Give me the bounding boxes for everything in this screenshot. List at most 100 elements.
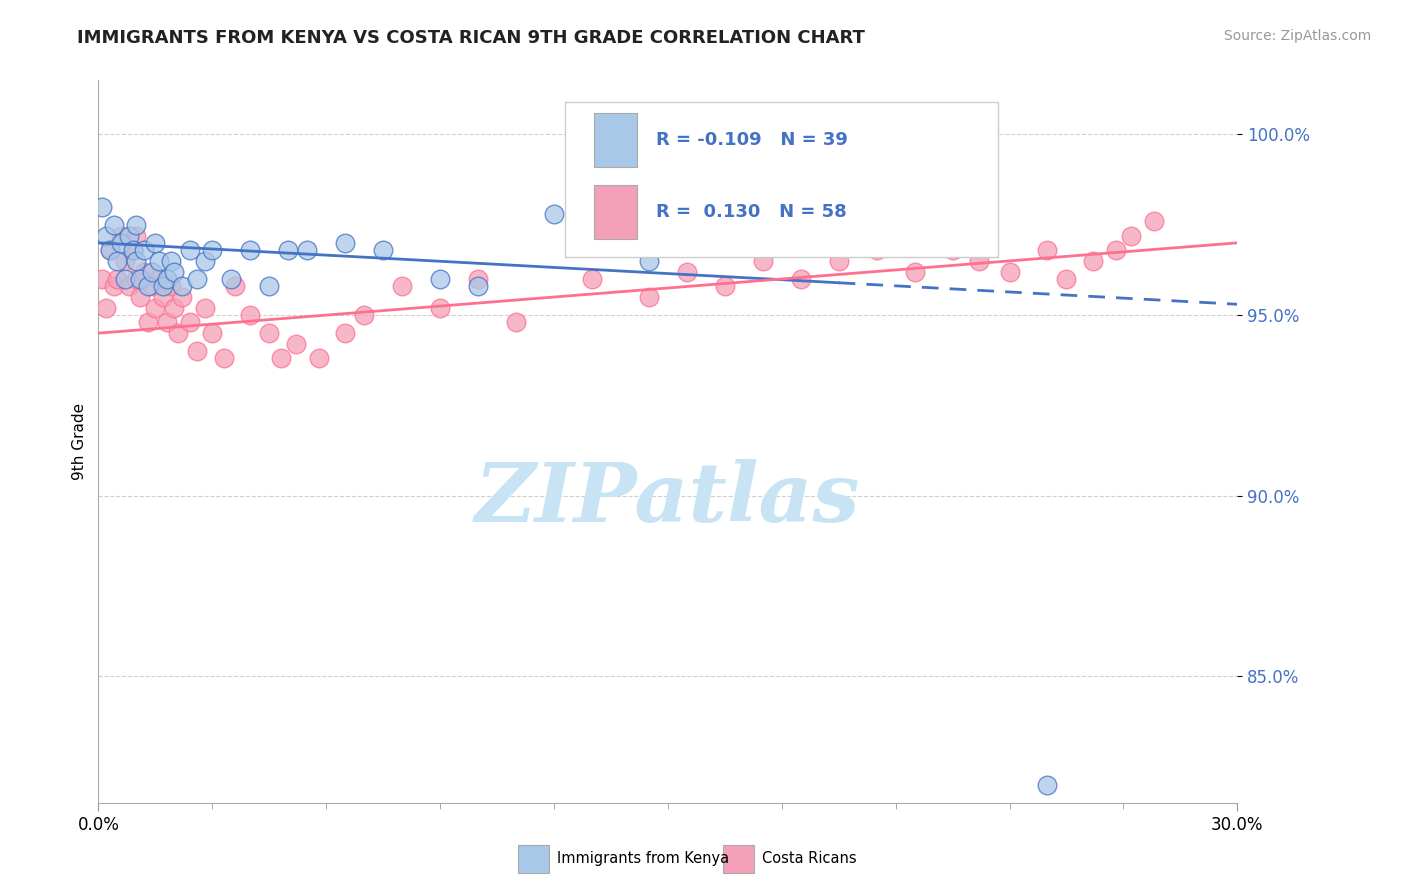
Point [103,279,125,293]
Point [145,301,167,315]
Text: R =  0.130   N = 58: R = 0.130 N = 58 [657,203,848,221]
Point [391,279,413,293]
Point [543,207,565,221]
Point [866,243,889,257]
Point [221,272,243,286]
Point [1105,243,1128,257]
Point [163,301,186,315]
Point [224,279,246,293]
Point [107,272,129,286]
Point [152,279,174,293]
Point [98,243,121,257]
Point [152,290,174,304]
Point [118,279,141,293]
Point [967,253,990,268]
Point [186,272,208,286]
Point [429,272,451,286]
Point [335,235,357,250]
Point [194,253,217,268]
Point [1081,253,1104,268]
Point [125,218,148,232]
Point [114,253,136,268]
Point [1119,228,1142,243]
Text: Costa Ricans: Costa Ricans [762,851,856,866]
Point [94,228,117,243]
Point [277,243,299,257]
Point [114,272,136,286]
Point [212,351,235,366]
Point [752,253,775,268]
Point [904,265,927,279]
Bar [517,845,550,872]
Point [828,253,851,268]
Point [1056,272,1078,286]
Point [91,200,114,214]
Point [98,243,121,257]
Text: ZIPatlas: ZIPatlas [475,459,860,540]
Point [714,279,737,293]
Point [156,315,179,329]
Bar [593,185,637,239]
Point [505,315,527,329]
Point [714,207,737,221]
Point [638,253,661,268]
Point [676,265,699,279]
Point [125,228,148,243]
Point [1036,778,1059,792]
Point [1143,214,1166,228]
Point [942,243,965,257]
Point [103,218,125,232]
Point [167,326,190,340]
Point [148,272,170,286]
Text: Source: ZipAtlas.com: Source: ZipAtlas.com [1223,29,1371,43]
Point [581,272,603,286]
Point [467,279,489,293]
Point [141,279,163,293]
Y-axis label: 9th Grade: 9th Grade [72,403,87,480]
Point [110,228,132,243]
Point [186,344,208,359]
Point [467,272,489,286]
Point [790,272,813,286]
Point [91,272,114,286]
Point [170,279,193,293]
Point [141,265,163,279]
Point [308,351,330,366]
Point [136,315,159,329]
FancyBboxPatch shape [565,102,998,257]
Point [107,253,129,268]
Point [121,243,143,257]
Point [129,272,152,286]
Point [163,265,186,279]
Point [118,228,141,243]
Text: Immigrants from Kenya: Immigrants from Kenya [557,851,730,866]
Point [335,326,357,340]
Point [201,243,224,257]
Point [194,301,217,315]
Point [125,272,148,286]
Point [429,301,451,315]
Point [371,243,394,257]
Point [1036,243,1059,257]
Point [179,243,201,257]
Text: R = -0.109   N = 39: R = -0.109 N = 39 [657,131,848,149]
Point [353,308,375,322]
Point [129,290,152,304]
Point [170,290,193,304]
Point [132,265,155,279]
Point [270,351,292,366]
Point [259,279,281,293]
Point [148,253,170,268]
Text: IMMIGRANTS FROM KENYA VS COSTA RICAN 9TH GRADE CORRELATION CHART: IMMIGRANTS FROM KENYA VS COSTA RICAN 9TH… [77,29,865,46]
Point [121,243,143,257]
Point [136,279,159,293]
Point [284,337,307,351]
Point [201,326,224,340]
Bar [593,112,637,167]
Point [297,243,319,257]
Point [239,308,262,322]
Point [110,235,132,250]
Point [132,243,155,257]
Point [159,279,181,293]
Point [125,253,148,268]
